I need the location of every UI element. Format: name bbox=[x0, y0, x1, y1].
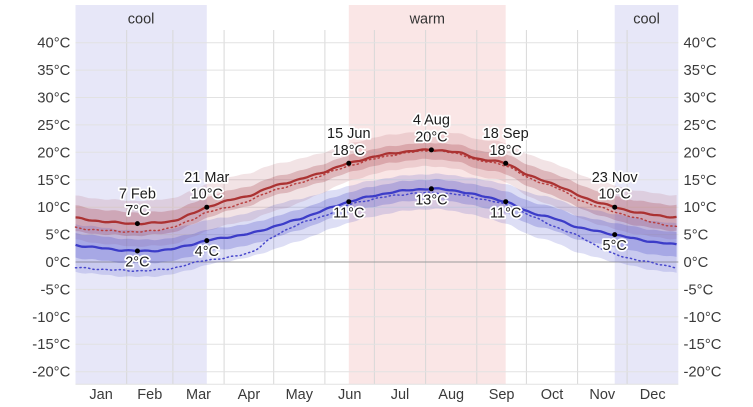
svg-text:7°C: 7°C bbox=[125, 203, 149, 219]
svg-text:18°C: 18°C bbox=[489, 143, 521, 159]
svg-text:35°C: 35°C bbox=[684, 63, 717, 79]
svg-text:5°C: 5°C bbox=[684, 228, 709, 244]
svg-text:15°C: 15°C bbox=[684, 173, 717, 189]
svg-text:Feb: Feb bbox=[137, 387, 162, 403]
svg-text:13°C: 13°C bbox=[415, 192, 447, 208]
svg-text:7 Feb: 7 Feb bbox=[119, 186, 156, 202]
svg-text:5°C: 5°C bbox=[45, 228, 70, 244]
svg-text:-10°C: -10°C bbox=[32, 310, 70, 326]
svg-text:Aug: Aug bbox=[438, 387, 464, 403]
svg-text:Jun: Jun bbox=[338, 387, 361, 403]
svg-text:11°C: 11°C bbox=[333, 205, 364, 221]
svg-text:cool: cool bbox=[128, 12, 155, 28]
svg-text:23 Nov: 23 Nov bbox=[592, 170, 639, 186]
svg-text:18°C: 18°C bbox=[333, 143, 365, 159]
svg-text:Mar: Mar bbox=[186, 387, 211, 403]
svg-text:20°C: 20°C bbox=[415, 129, 447, 145]
svg-text:10°C: 10°C bbox=[191, 187, 223, 203]
svg-text:Sep: Sep bbox=[489, 387, 515, 403]
svg-text:30°C: 30°C bbox=[37, 91, 70, 107]
svg-text:0°C: 0°C bbox=[684, 255, 709, 271]
svg-text:40°C: 40°C bbox=[37, 36, 70, 52]
svg-text:0°C: 0°C bbox=[45, 255, 70, 271]
svg-text:Jan: Jan bbox=[89, 387, 112, 403]
svg-text:11°C: 11°C bbox=[490, 205, 521, 221]
svg-text:4°C: 4°C bbox=[195, 244, 219, 260]
svg-text:15 Jun: 15 Jun bbox=[327, 126, 371, 142]
svg-text:40°C: 40°C bbox=[684, 36, 717, 52]
svg-text:20°C: 20°C bbox=[684, 145, 717, 161]
svg-text:-20°C: -20°C bbox=[32, 365, 70, 381]
svg-text:30°C: 30°C bbox=[684, 91, 717, 107]
svg-text:18 Sep: 18 Sep bbox=[483, 126, 529, 142]
svg-text:cool: cool bbox=[633, 12, 660, 28]
svg-text:25°C: 25°C bbox=[37, 118, 70, 134]
svg-text:21 Mar: 21 Mar bbox=[184, 170, 229, 186]
svg-text:15°C: 15°C bbox=[37, 173, 70, 189]
svg-text:Apr: Apr bbox=[238, 387, 261, 403]
svg-text:-5°C: -5°C bbox=[41, 282, 71, 298]
svg-text:Nov: Nov bbox=[589, 387, 616, 403]
svg-text:25°C: 25°C bbox=[684, 118, 717, 134]
svg-text:10°C: 10°C bbox=[37, 200, 70, 216]
svg-text:2°C: 2°C bbox=[125, 255, 149, 271]
svg-text:10°C: 10°C bbox=[598, 187, 630, 203]
svg-text:-5°C: -5°C bbox=[684, 282, 714, 298]
svg-text:20°C: 20°C bbox=[37, 145, 70, 161]
svg-text:-15°C: -15°C bbox=[32, 337, 70, 353]
svg-text:35°C: 35°C bbox=[37, 63, 70, 79]
svg-text:warm: warm bbox=[409, 12, 445, 28]
svg-text:5°C: 5°C bbox=[603, 238, 627, 254]
svg-text:4 Aug: 4 Aug bbox=[413, 113, 450, 129]
svg-text:Jul: Jul bbox=[391, 387, 410, 403]
svg-text:Dec: Dec bbox=[640, 387, 666, 403]
svg-text:-15°C: -15°C bbox=[684, 337, 722, 353]
svg-text:10°C: 10°C bbox=[684, 200, 717, 216]
svg-text:-20°C: -20°C bbox=[684, 365, 722, 381]
svg-text:-10°C: -10°C bbox=[684, 310, 722, 326]
svg-text:Oct: Oct bbox=[541, 387, 564, 403]
svg-text:May: May bbox=[286, 387, 314, 403]
